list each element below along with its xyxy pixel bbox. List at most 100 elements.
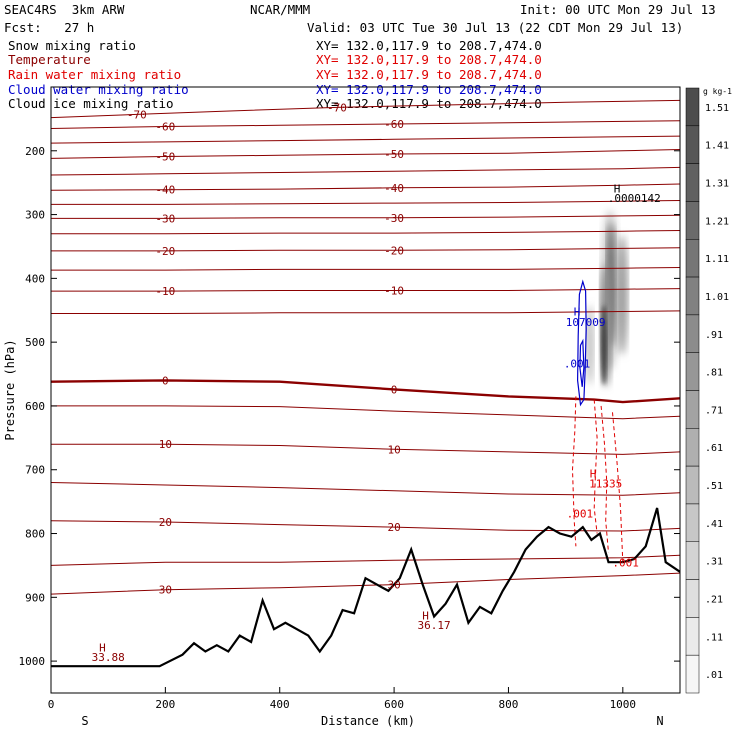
field-snow-name: Snow mixing ratio [8,38,136,53]
colorbar-level-label: 1.21 [705,216,729,227]
colorbar-swatch [685,541,700,580]
temperature-contour [51,379,680,404]
y-tick-label: 200 [25,145,45,158]
colorbar-swatch [685,428,700,467]
extremum-annotation: H [590,467,597,480]
temperature-contour [51,482,680,496]
temperature-contour-label: 10 [159,438,172,451]
colorbar-level-label: .01 [705,670,723,681]
x-tick-label: 800 [499,698,519,711]
temperature-contour [51,572,680,595]
extremum-annotation: 36.17 [418,619,451,632]
y-tick-label: 400 [25,272,45,285]
temperature-contour-label: 20 [387,521,400,534]
temperature-contour [51,149,680,159]
field-cloudice-name: Cloud ice mixing ratio [8,96,174,111]
temperature-contour-label: -30 [155,212,175,225]
temperature-contour [51,288,680,292]
colorbar-swatch [685,314,700,353]
extremum-annotation: .001 [567,508,594,521]
field-cloudwater-range: XY= 132.0,117.9 to 208.7,474.0 [316,82,542,97]
colorbar-level-label: .91 [705,330,723,341]
init-time: Init: 00 UTC Mon 29 Jul 13 [520,2,716,17]
valid-time: Valid: 03 UTC Tue 30 Jul 13 (22 CDT Mon … [307,20,684,35]
y-tick-label: 1000 [19,655,46,668]
rain-water-contour [612,412,624,563]
colorbar-swatch [685,617,700,656]
temperature-contour-label: 20 [159,516,172,529]
temperature-contour-label: 30 [387,579,400,592]
temperature-contour [51,135,680,144]
extremum-annotation: 107009 [566,316,606,329]
x-tick-label: 0 [48,698,55,711]
y-tick-label: 300 [25,209,45,222]
colorbar-level-label: .11 [705,632,723,643]
terrain-line [51,507,680,668]
y-axis-title: Pressure (hPa) [3,339,17,440]
rain-water-contour [571,396,577,547]
plot-frame [50,86,681,694]
temperature-contour-label: -50 [155,151,175,164]
y-tick-label: 500 [25,336,45,349]
extremum-annotation: 33.88 [92,651,125,664]
colorbar-swatch [685,163,700,202]
temperature-contour-label: -30 [384,212,404,225]
colorbar-swatch [685,654,700,694]
temperature-contour [51,267,680,271]
field-rain-name: Rain water mixing ratio [8,67,182,82]
cloud-water-contour [579,338,585,387]
colorbar-swatch [685,390,700,429]
colorbar-swatch [685,579,700,618]
colorbar-level-label: .61 [705,443,723,454]
temperature-contour-label: -10 [155,285,175,298]
south-label: S [81,714,88,728]
north-label: N [656,714,663,728]
colorbar-level-label: .81 [705,368,723,379]
x-tick-label: 600 [384,698,404,711]
field-snow-range: XY= 132.0,117.9 to 208.7,474.0 [316,38,542,53]
y-tick-label: 600 [25,400,45,413]
temperature-contour [51,200,680,205]
temperature-contour [51,443,680,455]
y-tick-label: 700 [25,464,45,477]
temperature-contour-label: 0 [391,383,398,396]
temperature-contour-label: -70 [127,108,147,121]
x-axis-title: Distance (km) [321,714,415,728]
colorbar-swatch [685,352,700,391]
extremum-annotation: .001 [564,358,591,371]
field-cloudwater-name: Cloud water mixing ratio [8,82,189,97]
temperature-contour-label: 10 [387,443,400,456]
temperature-contour [51,310,680,314]
extremum-annotation: H [422,610,429,623]
model-title: SEAC4RS 3km ARW [4,2,125,17]
colorbar-level-label: 1.51 [705,103,729,114]
cloud-ice-shading [586,210,628,387]
temperature-contour-label: -40 [384,182,404,195]
temperature-contour-label: -40 [155,184,175,197]
temperature-contour [51,214,680,219]
colorbar-swatch [685,465,700,505]
temperature-contour-label: -70 [327,101,347,114]
organization-label: NCAR/MMM [250,2,311,17]
cloud-water-contour [576,279,587,407]
temperature-contour-label: -20 [384,244,404,257]
colorbar-swatch [685,87,700,127]
colorbar-level-label: .41 [705,519,723,530]
colorbar-level-label: 1.31 [705,179,729,190]
temperature-contour [51,520,680,532]
temperature-contour-label: -20 [155,245,175,258]
colorbar-swatch [685,276,700,316]
colorbar-swatch [685,239,700,278]
y-tick-label: 800 [25,528,45,541]
colorbar-level-label: 1.01 [705,292,729,303]
field-temperature-range: XY= 132.0,117.9 to 208.7,474.0 [316,52,542,67]
temperature-contour [51,230,680,235]
extremum-annotation: H [574,305,581,318]
colorbar-swatch [685,125,700,164]
colorbar-level-label: .21 [705,594,723,605]
temperature-contour [51,120,680,129]
temperature-contour-label: 0 [162,374,169,387]
extremum-annotation: 11335 [589,478,622,491]
colorbar-swatch [685,201,700,240]
